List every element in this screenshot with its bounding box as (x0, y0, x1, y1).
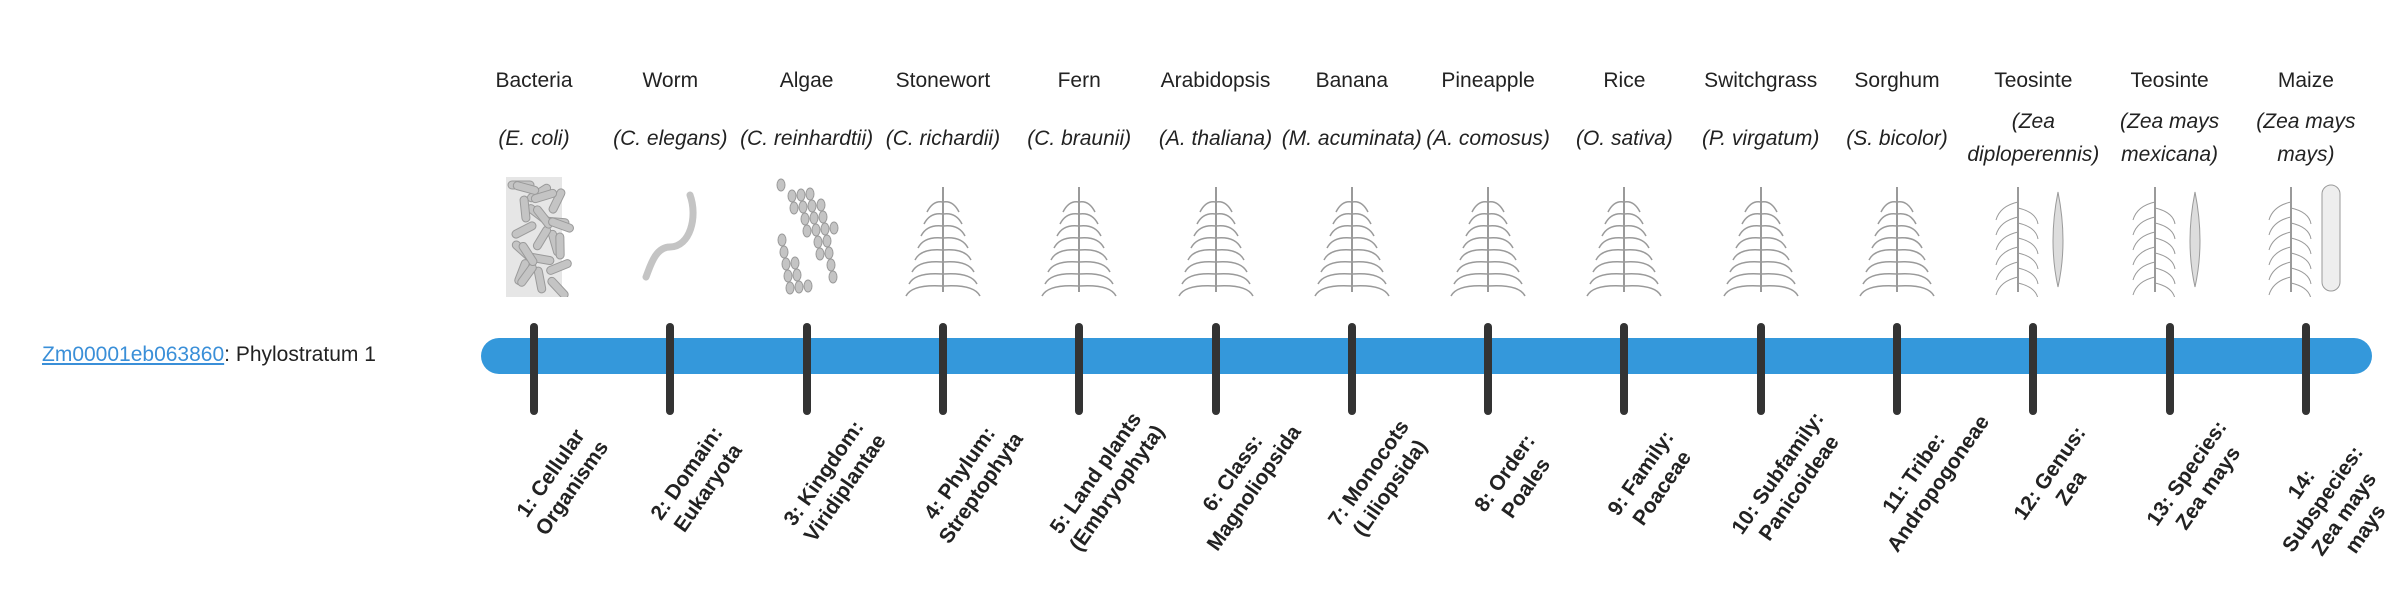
organism-latin-name: (M. acuminata) (1280, 105, 1424, 171)
maize-icon (2268, 184, 2341, 297)
latin-text: (A. thaliana) (1158, 126, 1273, 150)
latin-text: (C. reinhardtii) (740, 126, 874, 150)
organism-name: Arabidopsis (1160, 69, 1271, 92)
organism-latin-name: (E. coli) (462, 105, 606, 171)
stratum-tick (802, 323, 811, 415)
organism-name: Fern (1057, 69, 1101, 92)
stratum-tick (1484, 323, 1493, 415)
organism-name: Worm (642, 69, 699, 92)
phylostratum-text: : Phylostratum 1 (224, 343, 376, 366)
fern-icon (1041, 187, 1117, 297)
organism-latin-name: (O. sativa) (1552, 105, 1696, 171)
organism-latin-name: (C. elegans) (598, 105, 742, 171)
stonewort-icon (905, 187, 981, 297)
organism-name: Banana (1315, 69, 1388, 92)
latin-text: (C. elegans) (613, 126, 728, 150)
organism-name: Bacteria (495, 69, 573, 92)
phylostratum-timeline-bar (481, 338, 2372, 374)
stratum-label: 13: Species: Zea mays (2141, 416, 2245, 534)
organism-latin-name: (A. comosus) (1416, 105, 1560, 171)
stratum-label: 12: Genus: Zea (2009, 422, 2092, 525)
organism-latin-name: (Zea diploperennis) (1961, 105, 2105, 171)
organism-name: Maize (2277, 69, 2334, 92)
organism-name: Pineapple (1441, 69, 1535, 92)
stratum-tick (666, 323, 675, 415)
organism-latin-name: (Zea mays mexicana) (2098, 105, 2242, 171)
stratum-label: 5: Land plants (Embryophyta) (1045, 408, 1170, 556)
stratum-label: 9: Family: Poaceae (1603, 426, 1697, 530)
stratum-label: 10: Subfamily: Panicoideae (1727, 407, 1844, 545)
stratum-label: 11: Tribe: Andropogoneae (1878, 411, 1994, 557)
stratum-label: 14: Subspecies: Zea mays mays (2277, 441, 2391, 560)
stratum-label: 1: Cellular Organisms (512, 425, 614, 540)
stratum-label: 7: Monocots (Liliopsida) (1323, 416, 1432, 541)
pineapple-icon (1450, 187, 1526, 297)
stratum-tick (1756, 323, 1765, 415)
latin-text: (C. richardii) (885, 126, 1001, 150)
stratum-tick (1075, 323, 1084, 415)
latin-text: (C. braunii) (1027, 126, 1132, 150)
banana-icon (1314, 187, 1390, 297)
organism-name: Switchgrass (1704, 69, 1818, 92)
arabidopsis-icon (1177, 187, 1254, 297)
gene-phylostratum-label: Zm00001eb063860: Phylostratum 1 (42, 340, 376, 370)
organism-latin-name: (S. bicolor) (1825, 105, 1969, 171)
stratum-tick (1347, 323, 1356, 415)
organism-name: Algae (779, 69, 834, 92)
switchgrass-icon (1723, 187, 1799, 297)
latin-text: (Zea mays mays) (2256, 110, 2356, 166)
stratum-tick (2029, 323, 2038, 415)
gene-id-link[interactable]: Zm00001eb063860 (42, 343, 225, 366)
bacteria-icon (506, 177, 574, 297)
organism-name: Rice (1603, 69, 1646, 92)
stratum-tick (1211, 323, 1220, 415)
organism-latin-name: (Zea mays mays) (2234, 105, 2378, 171)
algae-icon (776, 178, 839, 295)
teosinte-icon (2132, 187, 2201, 297)
stratum-tick (530, 323, 538, 415)
organism-name: Stonewort (895, 69, 991, 92)
stratum-tick (2301, 323, 2310, 415)
latin-text: (M. acuminata) (1281, 126, 1422, 150)
organism-latin-name: (C. braunii) (1007, 105, 1151, 171)
latin-text: (P. virgatum) (1701, 126, 1820, 150)
stratum-label: 6: Class: Magnoliopsida (1197, 421, 1306, 555)
stratum-label: 3: Kingdom: Viridiplantae (778, 416, 891, 547)
stratum-tick (1893, 323, 1901, 415)
latin-text: (O. sativa) (1575, 126, 1673, 150)
organism-latin-name: (C. richardii) (871, 105, 1015, 171)
stratum-label: 4: Phylum: Streptophyta (919, 422, 1028, 548)
stratum-tick (1620, 323, 1629, 415)
stratum-tick (938, 323, 947, 415)
teosinte-icon (1995, 187, 2064, 297)
latin-text: (A. comosus) (1426, 126, 1550, 150)
stratum-label: 8: Order: Poales (1470, 430, 1556, 523)
organism-latin-name: (A. thaliana) (1144, 105, 1288, 171)
organism-name: Teosinte (2130, 69, 2209, 92)
latin-text: (S. bicolor) (1846, 126, 1948, 150)
sorghum-icon (1859, 187, 1935, 297)
organism-name: Sorghum (1854, 69, 1940, 92)
organism-name: Teosinte (1994, 69, 2073, 92)
worm-icon (642, 191, 697, 281)
stratum-tick (2165, 323, 2174, 415)
rice-icon (1586, 187, 1663, 297)
latin-text: (Zea mays mexicana) (2120, 110, 2220, 166)
stratum-label: 2: Domain: Eukaryota (646, 422, 748, 537)
latin-text: (Zea diploperennis) (1967, 110, 2100, 166)
latin-text: (E. coli) (498, 126, 570, 150)
organism-latin-name: (P. virgatum) (1689, 105, 1833, 171)
organism-latin-name: (C. reinhardtii) (735, 105, 879, 171)
